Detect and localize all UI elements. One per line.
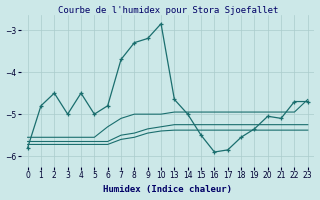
Title: Courbe de l'humidex pour Stora Sjoefallet: Courbe de l'humidex pour Stora Sjoefalle… xyxy=(58,6,278,15)
X-axis label: Humidex (Indice chaleur): Humidex (Indice chaleur) xyxy=(103,185,232,194)
